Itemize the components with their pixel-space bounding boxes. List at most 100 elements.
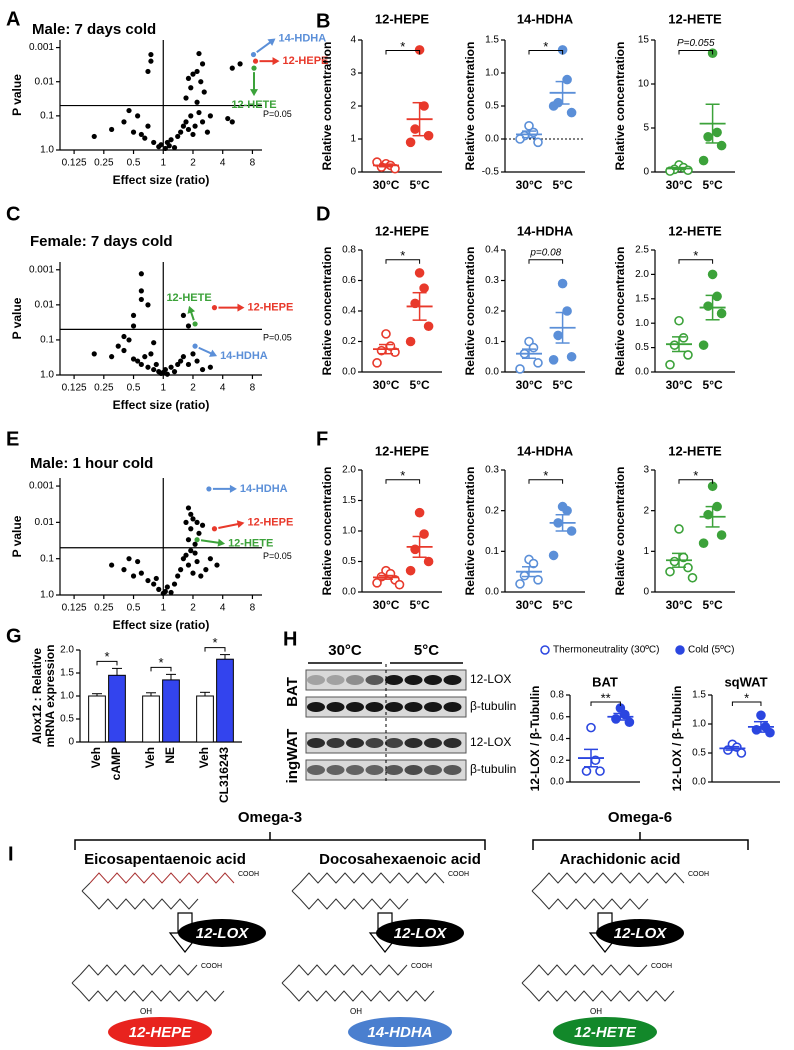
x-tick-label: 0.5	[127, 603, 141, 614]
data-point	[185, 562, 192, 568]
bar	[108, 674, 126, 743]
threshold-label: P=0.05	[263, 551, 292, 561]
y-tick-label: 0.001	[29, 42, 54, 53]
data-point	[192, 541, 198, 547]
data-point	[405, 565, 416, 576]
point-annotation: 12-HETE	[231, 99, 276, 111]
x-tick-label: 5°C	[703, 598, 723, 612]
panel-label: F	[316, 428, 328, 450]
data-point	[156, 586, 162, 592]
bar	[196, 695, 214, 743]
x-tick-label: 30°C	[373, 178, 400, 192]
data-point	[142, 354, 148, 360]
data-point	[190, 516, 196, 522]
arrow-head	[272, 57, 280, 66]
y-tick-label: 0.2	[342, 336, 356, 347]
point-annotation: 14-HDHA	[240, 483, 288, 495]
data-point	[135, 113, 141, 119]
chart-title: 12-HETE	[668, 223, 722, 238]
x-tick-label: NE	[163, 747, 177, 764]
significance-bracket	[678, 479, 714, 484]
y-tick-label: 0.001	[29, 481, 54, 492]
molecule-bond	[281, 982, 291, 992]
x-tick-label: 1	[160, 158, 166, 169]
data-point	[148, 58, 154, 64]
significance-label: *	[400, 468, 405, 483]
data-point	[190, 570, 196, 576]
band-label: 12-LOX	[470, 735, 511, 749]
molecule-bond	[299, 872, 445, 884]
x-tick-label: 5°C	[703, 378, 723, 392]
chart-title: sqWAT	[724, 674, 767, 689]
data-point	[196, 109, 202, 116]
data-point	[533, 574, 543, 585]
bar	[142, 695, 160, 743]
panel-label: E	[6, 428, 19, 450]
data-point	[712, 291, 722, 302]
data-point	[135, 358, 141, 364]
data-point	[405, 137, 416, 148]
data-point	[524, 121, 534, 131]
blot-band	[443, 675, 462, 685]
y-tick-label: 2.0	[342, 465, 356, 476]
data-point	[250, 51, 257, 58]
functional-group: COOH	[411, 963, 432, 970]
data-point	[423, 556, 434, 567]
panel-label: D	[316, 203, 330, 225]
data-point	[135, 558, 141, 565]
x-tick-label: 30°C	[666, 378, 693, 392]
data-point	[528, 342, 539, 353]
y-tick-label: 0.8	[550, 690, 564, 701]
data-point	[192, 343, 198, 349]
data-point	[145, 68, 151, 75]
data-point	[166, 143, 172, 149]
y-tick-label: 15	[638, 35, 650, 46]
panel-label: A	[6, 8, 20, 30]
data-point	[142, 135, 148, 141]
x-tick-label: 0.5	[127, 383, 141, 394]
threshold-label: P=0.05	[263, 109, 292, 119]
data-point	[674, 315, 684, 326]
panel-label: C	[6, 203, 20, 225]
product-label: 12-HETE	[574, 1024, 637, 1041]
x-tick-label: 1	[160, 603, 166, 614]
data-point	[130, 129, 137, 135]
x-axis-label: Effect size (ratio)	[113, 618, 210, 632]
data-point	[126, 107, 132, 114]
arrow-shaft	[256, 40, 273, 53]
data-point	[515, 364, 525, 374]
blot-band	[385, 702, 403, 712]
y-axis-label: Relative concentration	[613, 42, 627, 171]
blot-band	[346, 765, 364, 775]
legend-marker	[675, 645, 685, 655]
data-point	[175, 133, 181, 140]
y-axis-label: mRNA expression	[43, 645, 57, 748]
data-point	[138, 296, 144, 303]
enzyme-badge	[596, 919, 684, 947]
data-point	[557, 278, 568, 289]
data-point	[194, 99, 200, 105]
y-tick-label: 1.5	[60, 668, 74, 679]
molecule-bond	[531, 890, 541, 900]
y-tick-label: 3	[643, 465, 649, 476]
data-point	[196, 50, 202, 57]
data-point	[130, 323, 137, 329]
significance-label: *	[158, 655, 163, 670]
data-point	[214, 562, 220, 568]
data-point	[199, 61, 206, 67]
data-point	[196, 530, 202, 536]
blot-band	[326, 675, 345, 685]
data-point	[188, 526, 194, 532]
y-tick-label: 0.1	[40, 335, 54, 346]
data-point	[183, 119, 189, 125]
significance-label: **	[601, 690, 611, 705]
data-point	[683, 350, 693, 360]
data-point	[756, 710, 766, 721]
legend-label: Cold (5ºC)	[688, 645, 734, 656]
significance-bracket	[385, 50, 421, 55]
data-point	[194, 358, 200, 364]
data-point	[665, 359, 675, 370]
y-tick-label: 1.0	[692, 719, 706, 730]
data-point	[109, 354, 115, 360]
panel-label: B	[316, 10, 330, 32]
